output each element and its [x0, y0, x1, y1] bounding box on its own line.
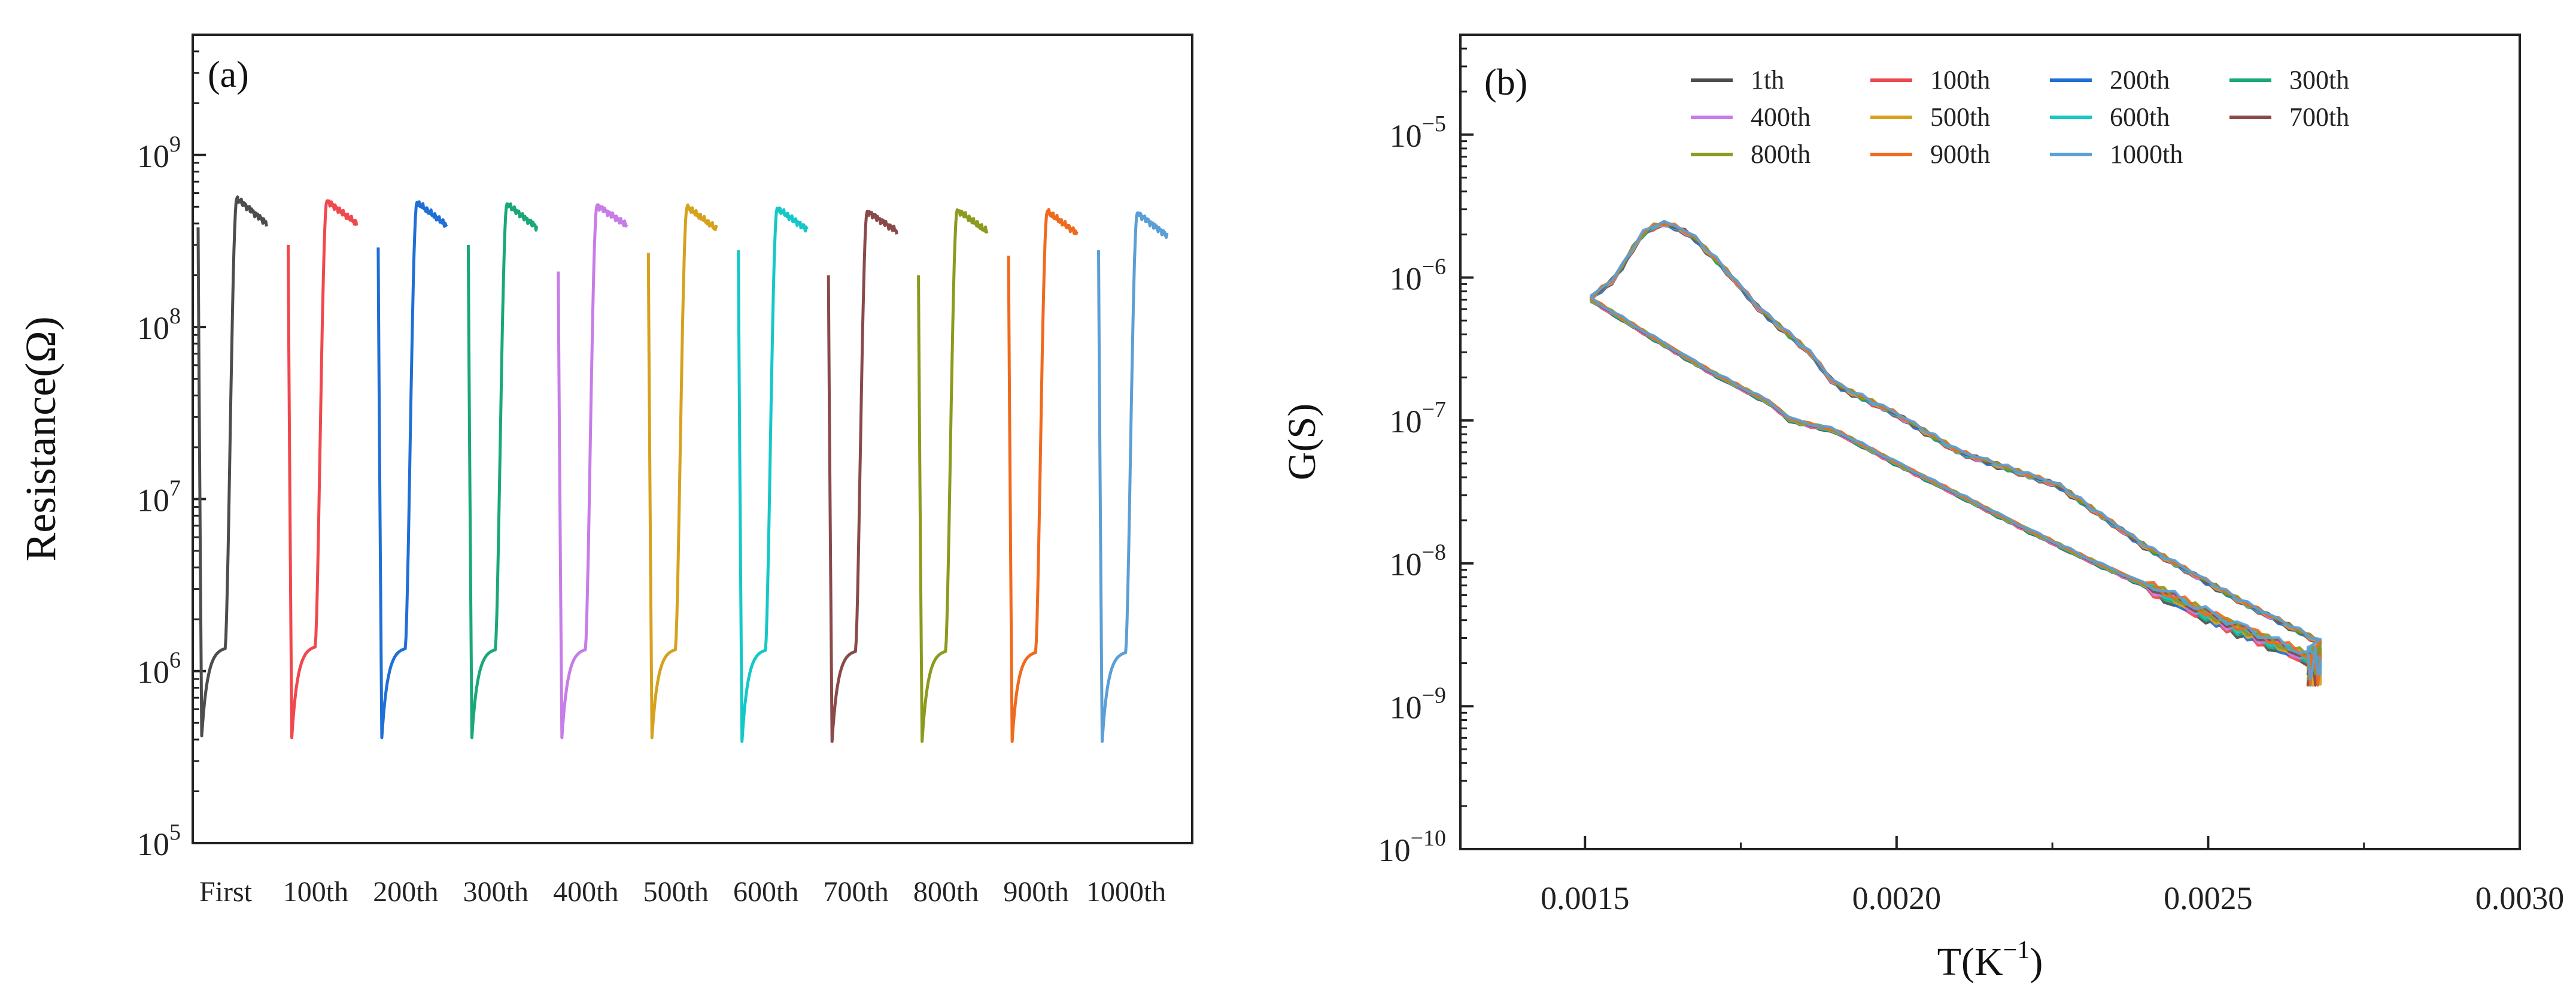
- y-tick-label: 10−8: [1390, 540, 1446, 583]
- series-line-300th: [466, 202, 539, 740]
- series-line-1000th: [1097, 211, 1169, 743]
- series-line-600th: [737, 206, 809, 743]
- series-line-800th: [917, 208, 989, 743]
- y-tick-label: 10−7: [1390, 397, 1446, 440]
- series-line-400th: [557, 203, 628, 740]
- legend-label-300th: 300th: [2289, 65, 2349, 95]
- y-tick-label: 10−5: [1390, 111, 1446, 154]
- x-tick-label-400th: 400th: [553, 876, 618, 908]
- series-line-500th: [646, 203, 718, 740]
- x-tick-label-first: First: [199, 876, 253, 908]
- x-tick-label-700th: 700th: [823, 876, 888, 908]
- y-tick-label: 105: [137, 820, 181, 862]
- panel-a-y-ticks: 105 106 107 108 109: [137, 34, 206, 862]
- y-tick-label: 10−9: [1390, 683, 1446, 725]
- series-line-700th: [827, 210, 898, 743]
- x-tick-label-1000th: 1000th: [1086, 876, 1166, 908]
- panel-a: (a) Resistance(Ω) 105 106 107 108 109 First 1…: [17, 34, 1193, 908]
- legend-label-100th: 100th: [1930, 65, 1990, 95]
- panel-b: (b) G(S) T(K−1) 10−1010−910−810−710−610−…: [1280, 34, 2564, 984]
- panel-b-y-axis-title: G(S): [1280, 404, 1324, 480]
- x-tick-label-800th: 800th: [913, 876, 979, 908]
- legend-label-700th: 700th: [2289, 102, 2349, 132]
- x-tick-label-900th: 900th: [1003, 876, 1068, 908]
- loop-line-1000th: [1590, 220, 2322, 681]
- series-line-100th: [287, 199, 359, 740]
- y-tick-label: 107: [137, 475, 181, 518]
- y-tick-label: 10−10: [1378, 826, 1446, 868]
- x-tick-label: 0.0015: [1541, 880, 1630, 916]
- legend-label-600th: 600th: [2110, 102, 2170, 132]
- x-tick-label-600th: 600th: [733, 876, 798, 908]
- y-tick-label: 109: [137, 132, 181, 174]
- y-tick-label: 10−6: [1390, 254, 1446, 296]
- x-tick-label: 0.0025: [2164, 880, 2253, 916]
- legend-label-800th: 800th: [1751, 140, 1811, 169]
- panel-b-label: (b): [1484, 62, 1527, 103]
- panel-a-x-ticks: First 100th 200th 300th 400th 500th 600th 700th…: [199, 876, 1166, 908]
- legend-label-200th: 200th: [2110, 65, 2170, 95]
- x-tick-label-300th: 300th: [463, 876, 528, 908]
- panel-a-label: (a): [208, 54, 249, 95]
- series-line-900th: [1007, 208, 1079, 743]
- x-tick-label-100th: 100th: [283, 876, 348, 908]
- series-line-1th: [196, 195, 268, 738]
- x-tick-label-200th: 200th: [373, 876, 438, 908]
- panel-b-legend: 1th 100th 200th 300th 400th 500th 600th 700th 80…: [1691, 65, 2349, 169]
- panel-b-series: [1590, 220, 2322, 687]
- panel-a-frame: [192, 34, 1193, 844]
- panel-a-series: [196, 195, 1169, 743]
- panel-b-x-ticks: 0.0015 0.0020 0.0025 0.0030: [1541, 836, 2564, 916]
- legend-label-1th: 1th: [1751, 65, 1784, 95]
- x-tick-label: 0.0020: [1852, 880, 1942, 916]
- legend-label-400th: 400th: [1751, 102, 1811, 132]
- legend-label-500th: 500th: [1930, 102, 1990, 132]
- y-tick-label: 108: [137, 304, 181, 346]
- x-tick-label-500th: 500th: [643, 876, 709, 908]
- legend-label-1000th: 1000th: [2110, 140, 2183, 169]
- y-tick-label: 106: [137, 648, 181, 690]
- x-tick-label: 0.0030: [2475, 880, 2565, 916]
- panel-a-y-axis-title: Resistance(Ω): [17, 316, 65, 561]
- legend-label-900th: 900th: [1930, 140, 1990, 169]
- panel-b-y-ticks: 10−10 10−9 10−8 10−7 10−6 10−5: [1378, 34, 1474, 868]
- panel-b-x-axis-title: T(K−1): [1937, 937, 2043, 984]
- series-line-200th: [376, 200, 448, 740]
